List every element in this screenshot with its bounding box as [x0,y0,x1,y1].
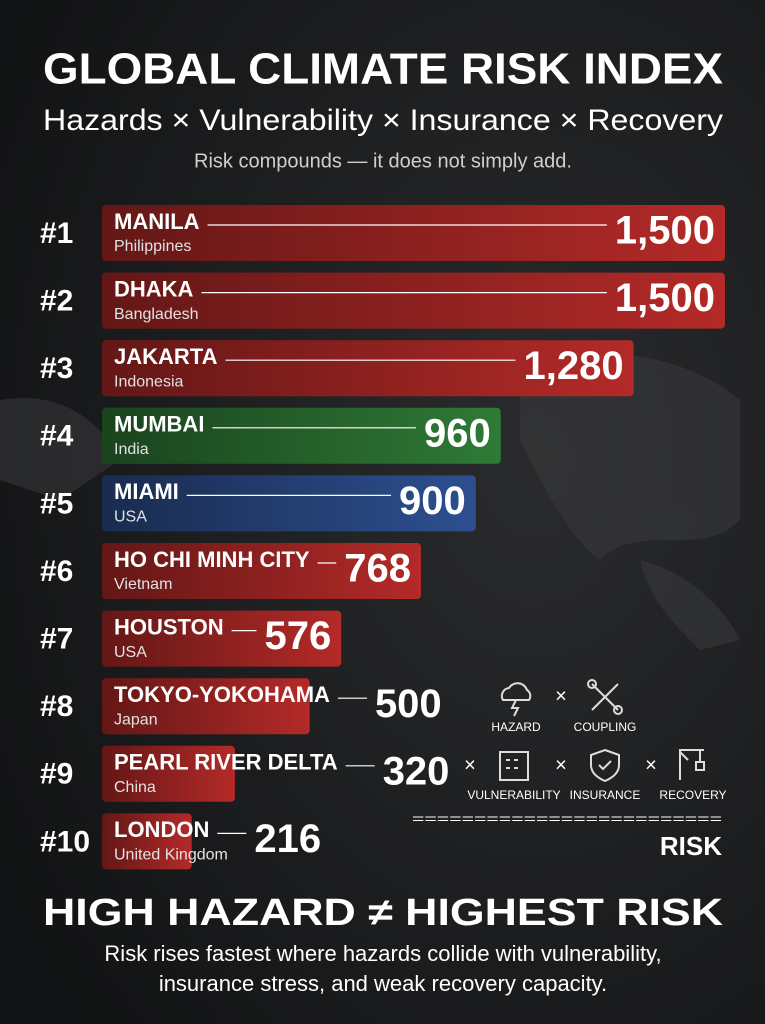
value-label: 768 [344,547,411,591]
country: United Kingdom [114,847,228,864]
value-label: 216 [254,817,321,861]
bar-shade [102,340,634,397]
subtitle: Hazards × Vulnerability × Insurance × Re… [43,104,723,137]
value-label: 576 [264,614,331,658]
bar-shade [102,475,476,532]
country: USA [114,644,147,661]
footer-line: Risk rises fastest where hazards collide… [104,941,661,966]
rank: #7 [40,623,73,656]
value-label: 320 [383,749,450,793]
bar-shade [102,543,421,599]
bar-shade [102,205,725,261]
value-label: 900 [399,479,466,523]
footer-headline: HIGH HAZARD ≠ HIGHEST RISK [43,892,724,934]
tagline: Risk compounds — it does not simply add. [194,150,572,172]
city-name: LONDON [114,817,209,842]
formula-operator: × [645,754,657,776]
rank: #9 [40,758,73,791]
rank: #8 [40,690,73,723]
country: China [114,779,156,796]
footer-line: insurance stress, and weak recovery capa… [159,971,607,996]
value-label: 1,500 [615,209,715,253]
country: Vietnam [114,576,172,593]
country: India [114,441,149,458]
rank: #1 [40,217,73,250]
city-name: TOKYO-YOKOHAMA [114,682,330,707]
country: USA [114,509,147,526]
value-label: 1,280 [524,344,624,388]
city-name: MANILA [114,209,200,234]
country: Japan [114,711,158,728]
formula-factor: VULNERABILITY [467,788,560,802]
rank: #3 [40,352,73,385]
country: Indonesia [114,373,183,390]
formula-equals: ========================= [412,811,722,827]
formula-operator: × [555,754,567,776]
bar-shade [102,813,192,870]
city-name: PEARL RIVER DELTA [114,750,338,775]
country: Bangladesh [114,306,199,323]
formula-factor: RECOVERY [659,788,726,802]
city-name: HO CHI MINH CITY [114,547,310,572]
bar-shade [102,272,725,329]
rank: #10 [40,825,90,858]
rank: #2 [40,285,73,318]
city-name: MIAMI [114,479,179,504]
world-map [0,353,740,650]
formula-factor: COUPLING [574,720,637,734]
value-label: 500 [375,682,442,726]
rank: #4 [40,420,74,453]
formula-icons [499,679,705,783]
city-name: MUMBAI [114,412,204,437]
rank: #5 [40,487,73,520]
formula-operator: × [464,754,476,776]
formula-operator: × [555,685,567,707]
city-name: DHAKA [114,276,194,301]
value-label: 1,500 [615,276,715,320]
formula-result: RISK [660,831,722,861]
city-name: HOUSTON [114,614,224,639]
bar-shade [102,678,310,735]
rank: #6 [40,555,73,588]
formula-factor: INSURANCE [570,788,641,802]
formula-factor: HAZARD [491,720,541,734]
city-name: JAKARTA [114,344,218,369]
bar-shade [102,610,342,667]
title: GLOBAL CLIMATE RISK INDEX [43,45,723,94]
country: Philippines [114,238,191,255]
bar-shade [102,407,501,464]
value-label: 960 [424,411,491,455]
bar-shade [102,745,235,802]
